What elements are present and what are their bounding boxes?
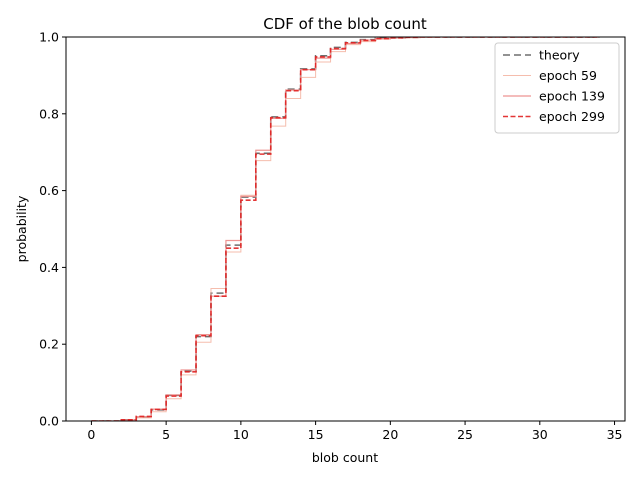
plot-area [91,37,600,421]
y-axis-label: probability [14,195,29,262]
legend-label-epoch-299: epoch 299 [539,109,605,124]
axes: 0 5 10 15 20 25 30 35 0.0 0.2 0.4 0.6 0.8 1.0 [39,30,626,442]
series-line-epoch-299 [91,37,600,421]
x-axis-label: blob count [312,450,378,465]
x-tick-label: 5 [162,427,170,442]
series-line-epoch-59 [91,37,600,421]
x-tick-label: 10 [233,427,249,442]
y-tick-label: 0.0 [39,414,59,429]
y-tick-label: 1.0 [39,30,59,45]
legend-label-theory: theory [539,48,580,63]
x-tick-label: 15 [308,427,324,442]
y-tick-label: 0.4 [39,260,59,275]
legend: theory epoch 59 epoch 139 epoch 299 [494,42,620,134]
x-tick-label: 0 [87,427,95,442]
axes-frame [65,36,626,422]
series-line-epoch-139 [91,37,600,421]
x-tick-label: 35 [607,427,623,442]
chart-title: CDF of the blob count [263,15,427,33]
x-tick-label: 20 [382,427,398,442]
y-tick-label: 0.6 [39,183,59,198]
x-tick-label: 30 [532,427,548,442]
legend-label-epoch-139: epoch 139 [539,89,605,104]
legend-box [494,42,620,134]
y-tick-label: 0.8 [39,106,59,121]
y-tick-label: 0.2 [39,337,59,352]
legend-label-epoch-59: epoch 59 [539,68,597,83]
x-tick-label: 25 [457,427,473,442]
